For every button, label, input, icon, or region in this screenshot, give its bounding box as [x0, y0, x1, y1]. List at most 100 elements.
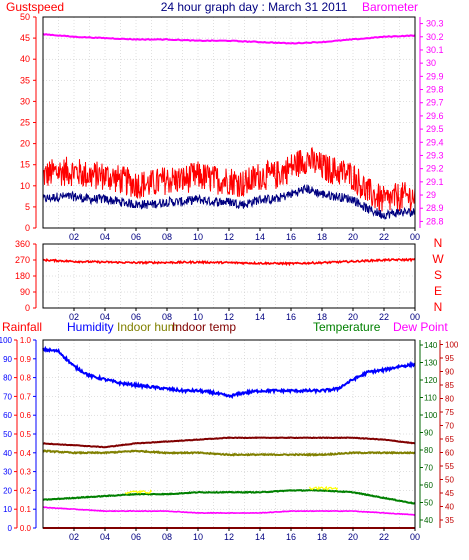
temperature-label: Temperature — [313, 320, 381, 334]
compass-label: W — [432, 252, 444, 266]
gustspeed-tick-label: 25 — [20, 118, 30, 128]
dew-point-tick-label: 85 — [445, 381, 454, 390]
dew-point-tick-label: 100 — [445, 341, 459, 350]
wind-x-tick-label: 20 — [348, 232, 358, 242]
dew-point-tick-label: 75 — [445, 408, 454, 417]
barometer-tick-label: 29.4 — [426, 137, 444, 147]
temperature-tick-label: 80 — [424, 446, 433, 455]
wind-x-tick-label: 12 — [224, 232, 234, 242]
indoor-hum-label: Indoor hum — [117, 320, 178, 334]
direction-tick-label: 270 — [15, 255, 30, 265]
rainfall-tick-label: 80 — [3, 374, 12, 383]
wind-average-series — [42, 184, 416, 220]
barometer-series — [42, 32, 416, 45]
humidity-tick-label: 0.2 — [20, 486, 32, 495]
humidity-tick-label: 1.0 — [20, 336, 32, 345]
compass-label: N — [434, 300, 443, 314]
temperature-tick-label: 130 — [424, 359, 438, 368]
dew-point-tick-label: 65 — [445, 435, 454, 444]
temp-x-tick-label: 08 — [162, 532, 172, 542]
barometer-tick-label: 30.2 — [426, 32, 444, 42]
humidity-tick-label: 0.5 — [20, 430, 32, 439]
temperature-tick-label: 140 — [424, 341, 438, 350]
wind-x-tick-label: 00 — [410, 232, 420, 242]
temp-x-tick-label: 02 — [69, 532, 79, 542]
direction-x-tick-label: 10 — [193, 312, 203, 322]
dew-point-tick-label: 40 — [445, 503, 454, 512]
dew-point-tick-label: 45 — [445, 489, 454, 498]
temperature-tick-label: 90 — [424, 429, 433, 438]
gustspeed-tick-label: 45 — [20, 33, 30, 43]
wind-x-tick-label: 18 — [317, 232, 327, 242]
rainfall-tick-label: 60 — [3, 411, 12, 420]
dew-point-series — [42, 506, 416, 516]
temperature-tick-label: 70 — [424, 464, 433, 473]
temp-x-tick-label: 00 — [410, 532, 420, 542]
direction-tick-label: 180 — [15, 271, 30, 281]
temp-x-tick-label: 14 — [255, 532, 265, 542]
rainfall-tick-label: 70 — [3, 392, 12, 401]
barometer-tick-label: 30 — [426, 58, 436, 68]
temperature-tick-label: 50 — [424, 499, 433, 508]
humidity-tick-label: 0.4 — [20, 449, 32, 458]
direction-tick-label: 360 — [15, 239, 30, 249]
direction-x-tick-label: 00 — [410, 312, 420, 322]
rainfall-label: Rainfall — [2, 320, 42, 334]
direction-x-tick-label: 04 — [100, 312, 110, 322]
barometer-tick-label: 30.1 — [426, 45, 444, 55]
wind-x-tick-label: 08 — [162, 232, 172, 242]
gustspeed-series — [42, 146, 416, 212]
wind-x-tick-label: 06 — [131, 232, 141, 242]
wind-direction-series — [42, 257, 416, 267]
temperature-tick-label: 120 — [424, 376, 438, 385]
humidity-series — [42, 345, 416, 399]
temperature-tick-label: 60 — [424, 481, 433, 490]
rainfall-tick-label: 100 — [0, 336, 13, 345]
dew-point-tick-label: 35 — [445, 516, 454, 525]
barometer-tick-label: 28.8 — [426, 216, 444, 226]
indoor-hum-series — [42, 449, 416, 457]
temp-x-tick-label: 22 — [379, 532, 389, 542]
barometer-tick-label: 29.2 — [426, 164, 444, 174]
compass-label: S — [434, 268, 442, 282]
humidity-tick-label: 0.0 — [20, 524, 32, 533]
direction-tick-label: 90 — [20, 287, 30, 297]
temp-x-tick-label: 12 — [224, 532, 234, 542]
compass-label: N — [434, 236, 443, 250]
temp-x-tick-label: 10 — [193, 532, 203, 542]
direction-tick-label: 0 — [25, 303, 30, 313]
dew-point-tick-label: 90 — [445, 368, 454, 377]
barometer-tick-label: 28.9 — [426, 203, 444, 213]
gustspeed-tick-label: 10 — [20, 181, 30, 191]
temperature-series — [42, 489, 416, 505]
dew-point-tick-label: 50 — [445, 476, 454, 485]
wind-x-tick-label: 02 — [69, 232, 79, 242]
barometer-tick-label: 29.6 — [426, 111, 444, 121]
wind-x-tick-label: 10 — [193, 232, 203, 242]
wind-x-tick-label: 16 — [286, 232, 296, 242]
barometer-tick-label: 29 — [426, 190, 436, 200]
rainfall-tick-label: 0 — [8, 524, 13, 533]
dew-point-tick-label: 80 — [445, 395, 454, 404]
temp-x-tick-label: 06 — [131, 532, 141, 542]
direction-x-tick-label: 16 — [286, 312, 296, 322]
indoor-temp-series — [43, 436, 416, 449]
temp-x-tick-label: 16 — [286, 532, 296, 542]
direction-x-tick-label: 22 — [379, 312, 389, 322]
barometer-tick-label: 29.8 — [426, 85, 444, 95]
rainfall-tick-label: 50 — [3, 430, 12, 439]
compass-label: E — [434, 284, 442, 298]
gustspeed-label: Gustspeed — [6, 0, 64, 14]
gustspeed-tick-label: 15 — [20, 160, 30, 170]
direction-x-tick-label: 12 — [224, 312, 234, 322]
barometer-tick-label: 29.1 — [426, 177, 444, 187]
humidity-tick-label: 0.6 — [20, 411, 32, 420]
gustspeed-tick-label: 0 — [25, 223, 30, 233]
dew-point-tick-label: 55 — [445, 462, 454, 471]
dew-point-tick-label: 60 — [445, 449, 454, 458]
humidity-tick-label: 0.3 — [20, 468, 32, 477]
dew-point-tick-label: 70 — [445, 422, 454, 431]
rainfall-tick-label: 20 — [3, 486, 12, 495]
wind-x-tick-label: 14 — [255, 232, 265, 242]
